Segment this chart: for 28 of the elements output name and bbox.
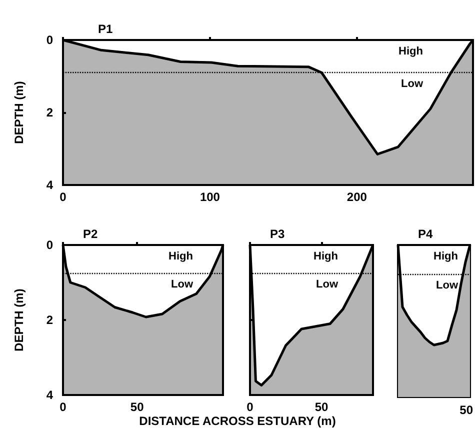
ref-line-label: High bbox=[398, 46, 424, 58]
x-tick-label: 200 bbox=[346, 190, 368, 204]
y-tick-label: 4 bbox=[46, 388, 54, 402]
y-tick-label: 0 bbox=[46, 33, 54, 47]
x-tick-label: 0 bbox=[246, 400, 254, 414]
x-axis-title: DISTANCE ACROSS ESTUARY (m) bbox=[139, 414, 336, 428]
y-axis-title: DEPTH (m) bbox=[12, 288, 26, 352]
ref-line-label: Low bbox=[436, 280, 458, 292]
chart-title: P3 bbox=[270, 227, 286, 241]
x-tick-label: 0 bbox=[60, 190, 67, 204]
ref-line-label: Low bbox=[316, 278, 338, 291]
ref-line-label: High bbox=[434, 250, 458, 262]
legend-label: High bbox=[314, 250, 338, 262]
chart-title: P4 bbox=[418, 227, 434, 241]
y-tick-label: 0 bbox=[46, 238, 54, 252]
ref-line-label: Low bbox=[401, 78, 424, 90]
y-tick-label: 2 bbox=[46, 106, 54, 120]
x-tick-label: 0 bbox=[60, 400, 67, 414]
y-tick-label: 4 bbox=[46, 178, 54, 192]
ref-line-label: High bbox=[168, 250, 194, 262]
y-tick-label: 2 bbox=[46, 313, 54, 327]
x-tick-label: 50 bbox=[314, 400, 329, 414]
x-tick-label: 50 bbox=[130, 400, 144, 414]
ref-line-label: Low bbox=[171, 278, 194, 291]
chart-title: P1 bbox=[98, 22, 114, 36]
chart-title: P2 bbox=[83, 227, 98, 241]
x-tick-label: 100 bbox=[200, 190, 220, 204]
y-axis-title: DEPTH (m) bbox=[12, 81, 26, 144]
